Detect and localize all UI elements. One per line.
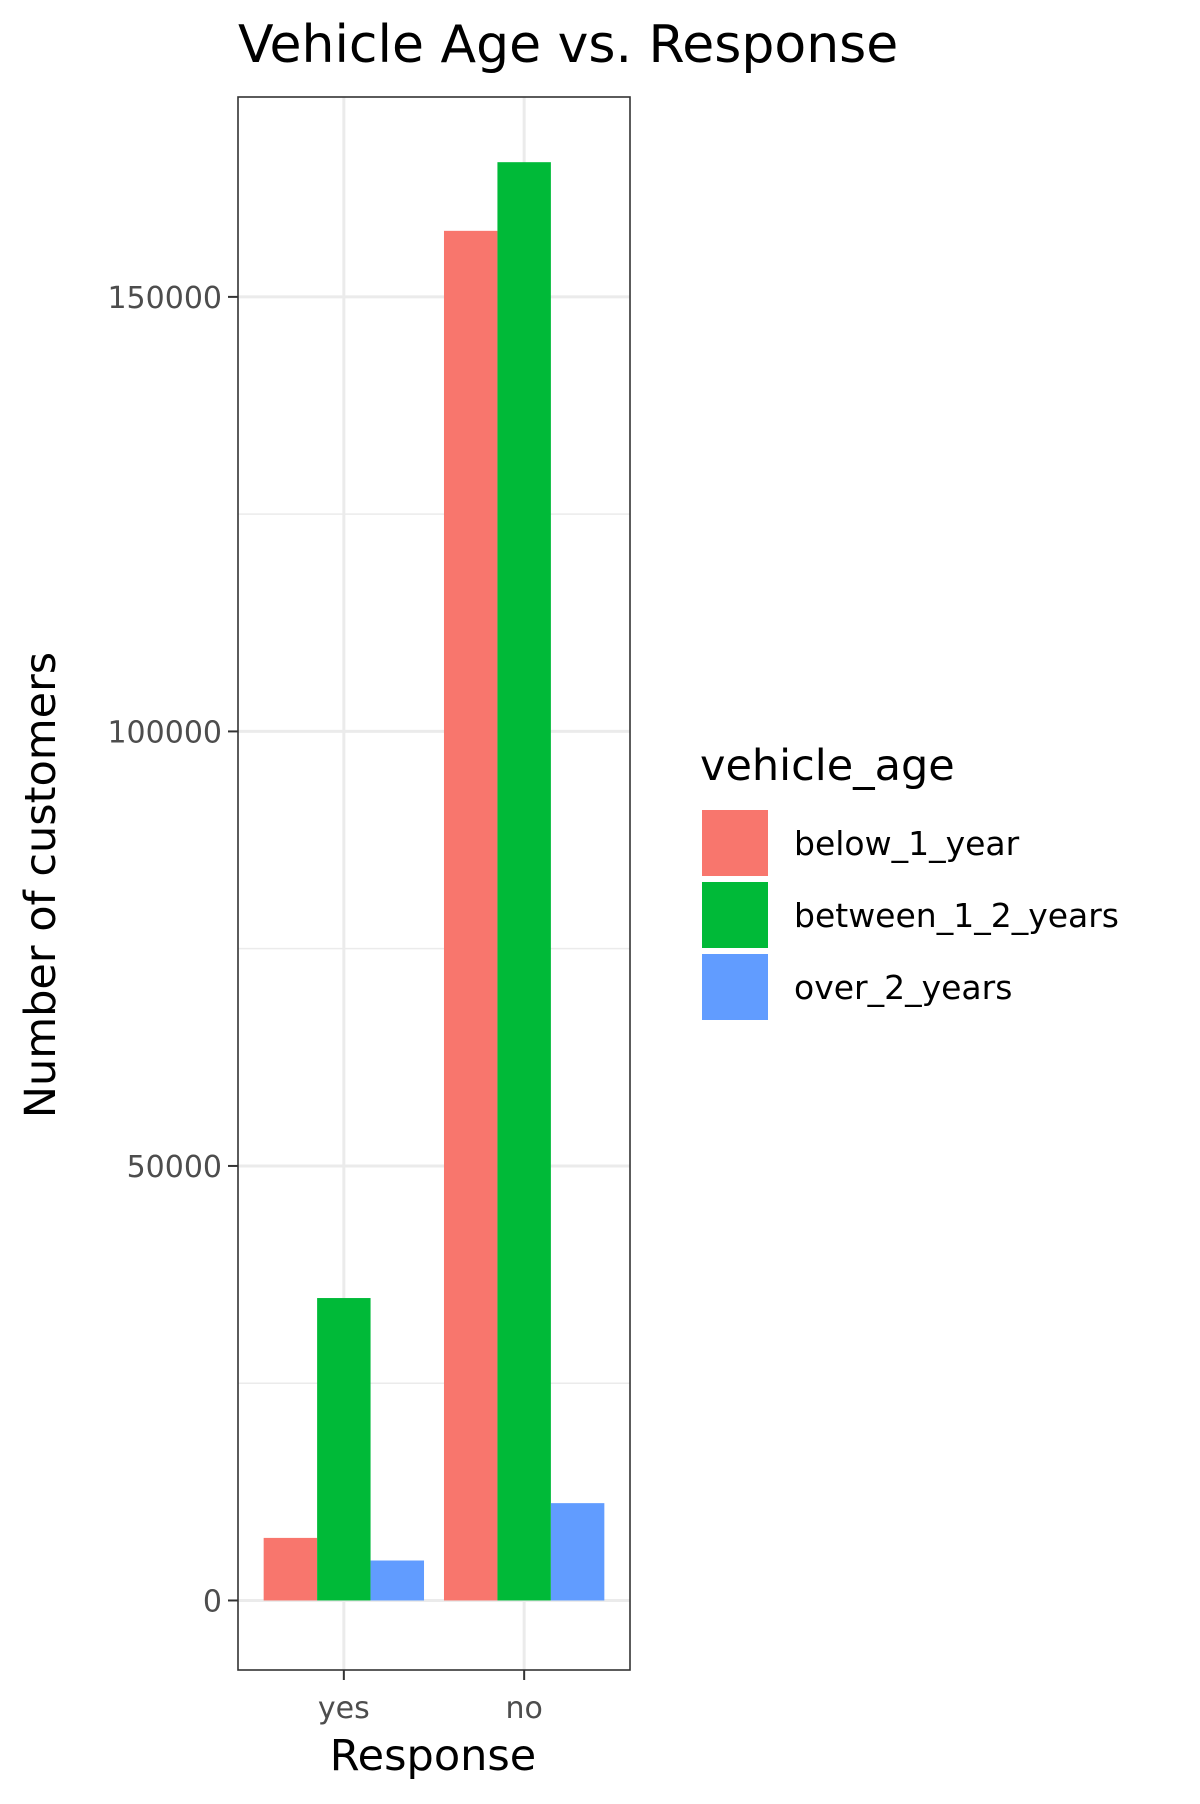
chart-title: Vehicle Age vs. Response	[238, 15, 898, 75]
y-tick-label: 100000	[107, 715, 222, 750]
bar-no-between_1_2_years	[497, 162, 551, 1601]
bar-yes-over_2_years	[370, 1560, 425, 1601]
plot-border	[237, 96, 631, 1671]
legend-label-over_2_years: over_2_years	[794, 968, 1012, 1007]
y-axis-title: Number of customers	[16, 652, 66, 1118]
plot-panel	[238, 97, 630, 1670]
legend-label-below_1_year: below_1_year	[794, 824, 1020, 863]
x-tick-label: no	[505, 1691, 542, 1726]
bars	[263, 162, 605, 1601]
x-tick-label: yes	[318, 1691, 370, 1726]
legend: vehicle_age below_1_year between_1_2_year…	[700, 741, 1119, 1020]
legend-key-between_1_2_years	[702, 882, 768, 948]
plot-area: 0 50000 100000 150000 yes no	[107, 96, 631, 1726]
legend-label-between_1_2_years: between_1_2_years	[794, 896, 1119, 935]
y-tick-label: 50000	[127, 1150, 222, 1185]
x-axis: yes no	[318, 1670, 543, 1726]
bar-yes-below_1_year	[263, 1537, 318, 1601]
legend-key-over_2_years	[702, 954, 768, 1020]
bar-yes-between_1_2_years	[317, 1298, 371, 1601]
bar-no-below_1_year	[443, 230, 498, 1601]
y-tick-label: 150000	[107, 281, 222, 316]
y-tick-label: 0	[203, 1584, 222, 1619]
bar-no-over_2_years	[550, 1503, 605, 1601]
legend-key-below_1_year	[702, 810, 768, 876]
y-axis: 0 50000 100000 150000	[107, 281, 238, 1619]
legend-title: vehicle_age	[700, 741, 955, 791]
x-axis-title: Response	[330, 1731, 537, 1781]
